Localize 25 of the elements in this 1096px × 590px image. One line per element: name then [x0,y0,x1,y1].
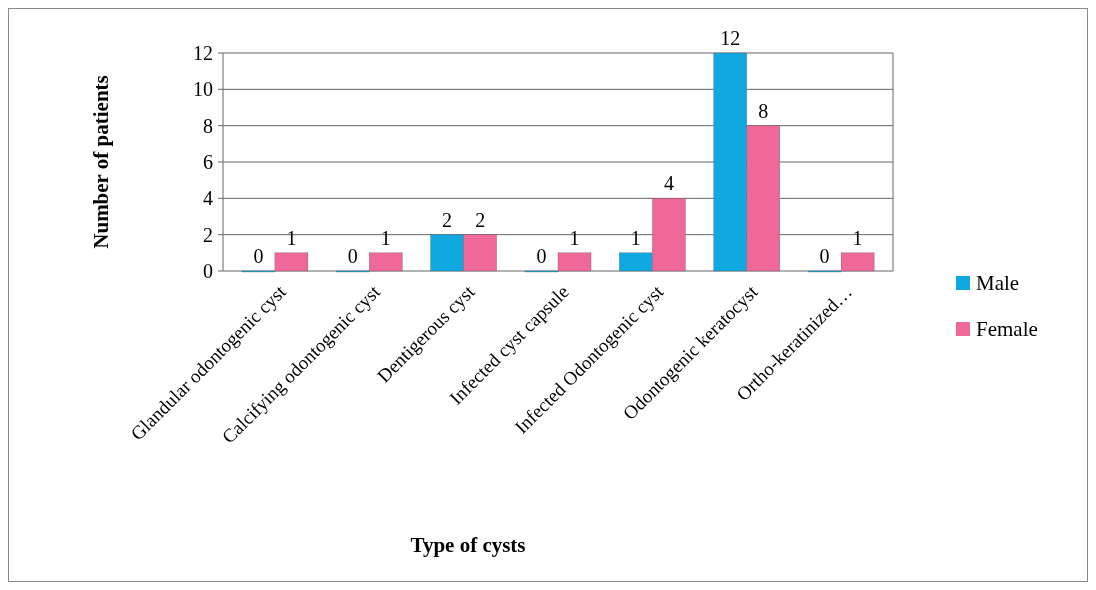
data-label: 8 [758,99,769,122]
data-label: 0 [347,245,358,267]
data-label: 0 [253,245,264,267]
y-tick-label: 4 [203,187,213,210]
y-tick-label: 8 [203,114,213,137]
y-tick-label: 12 [193,42,213,64]
y-tick-label: 2 [203,223,213,246]
data-label: 1 [630,226,641,249]
data-label: 0 [819,245,830,267]
data-label: 12 [720,27,741,49]
y-tick-label: 0 [203,260,213,282]
legend-label: Female [976,317,1038,342]
x-axis-title: Type of cysts [410,533,526,557]
data-label: 1 [380,226,391,249]
data-label: 1 [569,226,580,249]
y-axis-title: Number of patients [89,75,113,249]
data-label: 1 [852,226,863,249]
data-label: 0 [536,245,547,267]
y-tick-label: 6 [203,151,213,173]
legend-label: Male [976,271,1020,296]
data-label: 4 [663,172,674,195]
data-label: 1 [286,226,297,249]
y-tick-label: 10 [193,78,213,101]
data-label: 2 [442,208,453,231]
data-label: 2 [475,208,486,231]
